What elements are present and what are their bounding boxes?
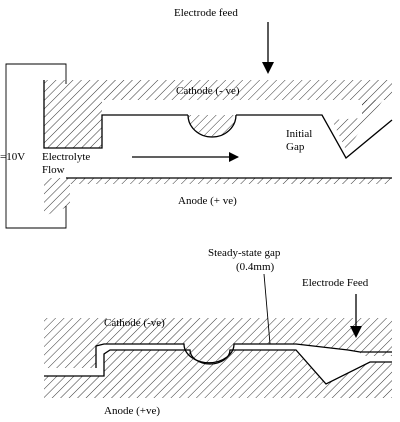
anode-left-hatch (44, 178, 70, 216)
electrode-feed-arrowhead-top (262, 62, 274, 74)
anode-strip-hatch (70, 178, 392, 184)
anode-hatch-bottom (44, 350, 392, 398)
initial-label: Initial (286, 128, 312, 140)
anode-label-bottom: Anode (+ve) (104, 405, 160, 417)
flow-label: Flow (42, 164, 65, 176)
cathode-bump-outline (187, 114, 237, 138)
cathode-right-hatch (332, 88, 392, 150)
cathode-bump-hatch (188, 115, 236, 137)
cathode-label-top: Cathode (- ve) (176, 85, 240, 97)
cathode-label-bottom: Cathode (-ve) (104, 317, 165, 329)
anode-label-top: Anode (+ ve) (178, 195, 237, 207)
cathode-left-hatch (44, 100, 102, 148)
cathode-outline-bottom (95, 343, 392, 368)
gap-label: Gap (286, 141, 305, 153)
gap-value-label: (0.4mm) (236, 261, 275, 273)
cathode-outline-left (43, 80, 188, 149)
voltage-label: =10V (0, 151, 25, 163)
electrolyte-label: Electrolyte (42, 151, 90, 163)
power-wire (5, 63, 67, 229)
cathode-hatch-bottom (44, 318, 392, 368)
electrode-feed-label-top: Electrode feed (174, 7, 238, 19)
electrode-feed-label-bottom: Electrode Feed (302, 277, 369, 289)
anode-outline-bottom (44, 349, 392, 385)
cathode-tail-hatch (360, 352, 392, 356)
cathode-outline-right (236, 114, 393, 159)
cathode-upper-hatch (44, 80, 392, 118)
steady-state-gap-label: Steady-state gap (208, 247, 281, 259)
